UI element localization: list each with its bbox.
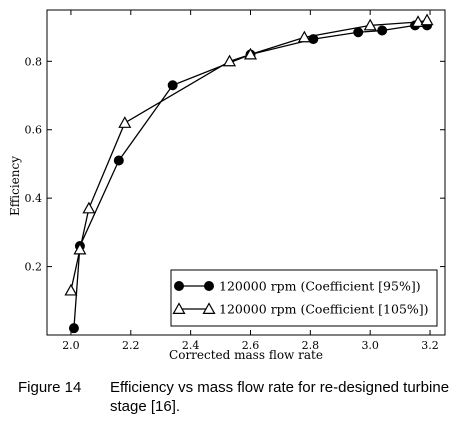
legend: 120000 rpm (Coefficient [95%]) 120000 rpm… [170, 269, 438, 327]
x-tick-label: 3.2 [421, 339, 439, 352]
x-tick-label: 2.4 [182, 339, 200, 352]
series-1-point [353, 27, 364, 38]
series-2-point [223, 54, 237, 67]
y-axis-label: Efficiency [8, 156, 22, 216]
x-tick-label: 3.0 [361, 339, 379, 352]
caption-number: Figure 14 [18, 379, 82, 396]
plot-area: 2.0 2.2 2.4 2.6 2.8 3.0 3.2 0.2 0.4 0.6 0.8 120000 … [25, 9, 446, 352]
legend-marker [174, 281, 184, 291]
series-1-point [113, 155, 124, 166]
series-2-point [73, 242, 87, 255]
series-1 [68, 20, 433, 334]
efficiency-chart: 2.0 2.2 2.4 2.6 2.8 3.0 3.2 0.2 0.4 0.6 0.8 120000 … [8, 9, 446, 362]
series-2-point [363, 18, 377, 31]
y-tick-label: 0.2 [25, 261, 43, 274]
series-1-line [73, 24, 428, 329]
x-axis-label: Corrected mass flow rate [169, 348, 323, 362]
series-1-point [377, 25, 388, 36]
legend-item-2: 120000 rpm (Coefficient [105%]) [172, 302, 429, 317]
series-2-point [243, 47, 258, 60]
series-2-point [118, 116, 132, 128]
y-tick-label: 0.8 [25, 55, 43, 68]
series-2-point [82, 201, 96, 214]
y-tick-label: 0.4 [25, 192, 43, 205]
series-2-point [420, 13, 434, 26]
x-tick-label: 2.2 [122, 339, 140, 352]
series-2-point [297, 30, 311, 43]
legend-marker [172, 302, 186, 314]
series-1-point [167, 80, 178, 91]
series-1-point [68, 323, 79, 334]
series-2-point [411, 15, 425, 27]
legend-label-1: 120000 rpm (Coefficient [95%]) [219, 279, 421, 294]
legend-box [170, 269, 438, 327]
y-tick-label: 0.6 [25, 124, 43, 137]
legend-marker [202, 302, 216, 314]
series-2-line [70, 19, 428, 291]
x-tick-label: 2.0 [62, 339, 80, 352]
x-tick-label: 2.6 [242, 339, 260, 352]
x-tick-label: 2.8 [302, 339, 320, 352]
series-2 [64, 13, 434, 296]
figure-caption: Figure 14 Efficiency vs mass flow rate fo… [18, 378, 463, 416]
legend-label-2: 120000 rpm (Coefficient [105%]) [219, 302, 429, 317]
series-2-point [64, 283, 78, 296]
legend-item-1: 120000 rpm (Coefficient [95%]) [174, 279, 421, 294]
caption-text: Efficiency vs mass flow rate for re-desi… [110, 379, 450, 415]
legend-marker [204, 281, 214, 291]
plot-frame [46, 9, 446, 336]
